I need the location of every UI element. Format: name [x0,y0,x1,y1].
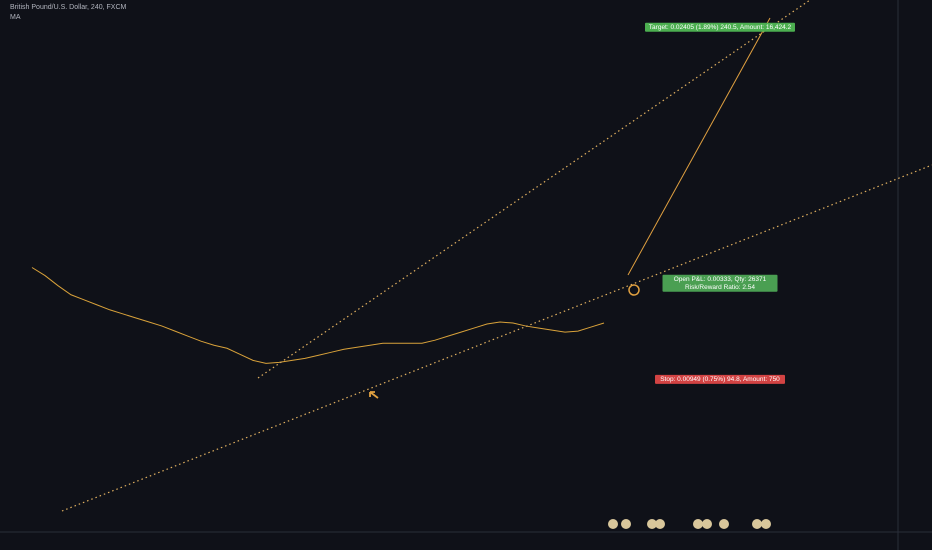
entry-icon [628,284,640,296]
arrow [369,391,379,399]
indicator-name: MA [10,14,21,21]
trendline [61,164,932,512]
pnl-label-box [662,274,778,292]
projection-line [627,17,771,276]
pnl-label: Risk/Reward Ratio: 2.54 [685,284,755,291]
chart-title: British Pound/U.S. Dollar, 240, FXCM [10,4,126,11]
target-label: Target: 0.02405 (1.89%) 240.5, Amount: 1… [649,24,792,31]
stop-label: Stop: 0.00949 (0.75%) 94.8, Amount: 750 [660,376,780,383]
target-label-box [645,22,795,32]
pnl-label: Open P&L: 0.00333, Qty: 26371 [674,276,767,283]
event-icons [608,519,771,529]
ma-line [31,267,605,364]
stop-label-box [655,374,785,384]
